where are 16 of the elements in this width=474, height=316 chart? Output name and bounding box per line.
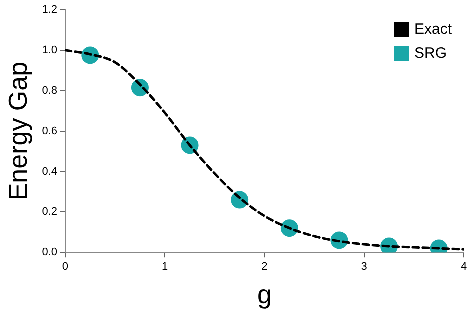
x-axis-title: g bbox=[258, 280, 272, 310]
legend-label: Exact bbox=[414, 21, 453, 38]
y-tick-label: 1.2 bbox=[42, 4, 58, 16]
x-tick-label: 0 bbox=[62, 261, 69, 274]
x-tick-label: 3 bbox=[361, 261, 368, 274]
y-tick-label: 0.0 bbox=[42, 246, 58, 259]
y-tick-label: 0.2 bbox=[42, 206, 58, 218]
x-tick-label: 4 bbox=[460, 261, 468, 274]
y-tick-label: 0.6 bbox=[42, 125, 58, 138]
y-tick-label: 0.4 bbox=[42, 166, 58, 178]
legend-label: SRG bbox=[414, 45, 447, 62]
y-axis-title: Energy Gap bbox=[2, 62, 33, 201]
x-tick-label: 2 bbox=[262, 261, 268, 274]
y-tick-label: 1.0 bbox=[42, 44, 58, 56]
x-tick-label: 1 bbox=[162, 261, 168, 274]
y-tick-label: 0.8 bbox=[42, 84, 58, 97]
